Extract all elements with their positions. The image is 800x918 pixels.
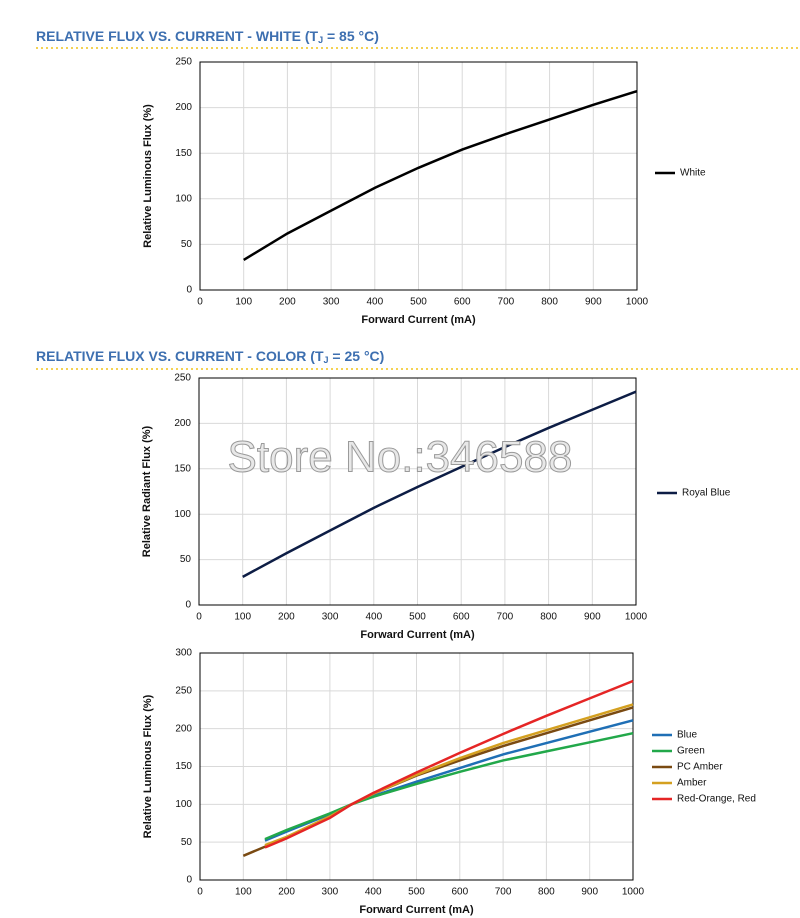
- legend-label: Blue: [677, 730, 697, 741]
- legend-label: White: [680, 168, 706, 179]
- x-tick-label: 700: [495, 887, 512, 898]
- x-tick-label: 500: [410, 297, 427, 308]
- x-tick-label: 400: [366, 297, 383, 308]
- y-tick-label: 0: [186, 875, 192, 886]
- x-tick-label: 800: [540, 612, 557, 623]
- x-tick-label: 100: [235, 887, 252, 898]
- y-tick-label: 200: [174, 418, 191, 429]
- data-line: [243, 89, 638, 261]
- legend-label: Royal Blue: [682, 488, 731, 499]
- section-title: RELATIVE FLUX VS. CURRENT - COLOR (TJ = …: [36, 348, 384, 366]
- y-tick-label: 0: [185, 600, 191, 611]
- x-tick-label: 300: [323, 297, 340, 308]
- x-tick-label: 200: [278, 612, 295, 623]
- x-tick-label: 600: [453, 612, 470, 623]
- x-tick-label: 500: [408, 887, 425, 898]
- legend-label: Amber: [677, 778, 707, 789]
- data-line: [264, 679, 634, 849]
- legend-label: Green: [677, 746, 705, 757]
- x-tick-label: 100: [235, 297, 252, 308]
- x-tick-label: 600: [454, 297, 471, 308]
- x-tick-label: 800: [541, 297, 558, 308]
- y-tick-label: 50: [181, 837, 193, 848]
- y-tick-label: 250: [175, 685, 192, 696]
- plot-frame: [198, 377, 637, 606]
- y-tick-label: 250: [174, 373, 191, 384]
- title-text: = 85 °C): [323, 28, 379, 44]
- y-tick-label: 150: [175, 761, 192, 772]
- plot-frame: [199, 61, 638, 291]
- y-tick-label: 150: [174, 463, 191, 474]
- x-axis-label: Forward Current (mA): [359, 904, 474, 916]
- section-title: RELATIVE FLUX VS. CURRENT - WHITE (TJ = …: [36, 28, 379, 46]
- x-tick-label: 1000: [626, 297, 649, 308]
- title-text: RELATIVE FLUX VS. CURRENT - WHITE (T: [36, 28, 319, 44]
- x-tick-label: 700: [498, 297, 515, 308]
- y-tick-label: 150: [175, 148, 192, 159]
- y-tick-label: 300: [175, 648, 192, 659]
- y-tick-label: 100: [175, 193, 192, 204]
- x-tick-label: 600: [451, 887, 468, 898]
- title-subscript: J: [324, 355, 329, 365]
- x-tick-label: 1000: [622, 887, 645, 898]
- data-line: [264, 731, 634, 841]
- y-tick-label: 250: [175, 57, 192, 68]
- y-tick-label: 100: [175, 799, 192, 810]
- x-tick-label: 300: [322, 612, 339, 623]
- y-tick-label: 0: [186, 285, 192, 296]
- title-text: RELATIVE FLUX VS. CURRENT - COLOR (T: [36, 348, 324, 364]
- y-tick-label: 50: [181, 239, 193, 250]
- data-line: [264, 703, 634, 847]
- x-axis-label: Forward Current (mA): [361, 314, 476, 326]
- x-tick-label: 400: [365, 887, 382, 898]
- data-line: [242, 390, 637, 578]
- x-tick-label: 1000: [625, 612, 648, 623]
- x-tick-label: 900: [581, 887, 598, 898]
- x-axis-label: Forward Current (mA): [360, 629, 475, 641]
- y-axis-label: Relative Luminous Flux (%): [142, 694, 154, 838]
- y-tick-label: 50: [180, 554, 192, 565]
- x-tick-label: 100: [234, 612, 251, 623]
- x-tick-label: 500: [409, 612, 426, 623]
- y-axis-label: Relative Radiant Flux (%): [141, 425, 153, 557]
- legend-label: Red-Orange, Red: [677, 794, 756, 805]
- x-tick-label: 900: [584, 612, 601, 623]
- data-line: [242, 706, 634, 857]
- x-tick-label: 0: [197, 297, 203, 308]
- title-subscript: J: [318, 35, 323, 45]
- y-axis-label: Relative Luminous Flux (%): [142, 104, 154, 248]
- legend-label: PC Amber: [677, 762, 723, 773]
- x-tick-label: 200: [278, 887, 295, 898]
- y-tick-label: 100: [174, 509, 191, 520]
- watermark: Store No.:346588: [228, 433, 573, 482]
- y-tick-label: 200: [175, 102, 192, 113]
- title-text: = 25 °C): [329, 348, 385, 364]
- x-tick-label: 900: [585, 297, 602, 308]
- x-tick-label: 800: [538, 887, 555, 898]
- y-tick-label: 200: [175, 723, 192, 734]
- plot-frame: [199, 652, 634, 881]
- x-tick-label: 400: [365, 612, 382, 623]
- x-tick-label: 200: [279, 297, 296, 308]
- x-tick-label: 300: [322, 887, 339, 898]
- x-tick-label: 0: [196, 612, 202, 623]
- x-tick-label: 0: [197, 887, 203, 898]
- x-tick-label: 700: [497, 612, 514, 623]
